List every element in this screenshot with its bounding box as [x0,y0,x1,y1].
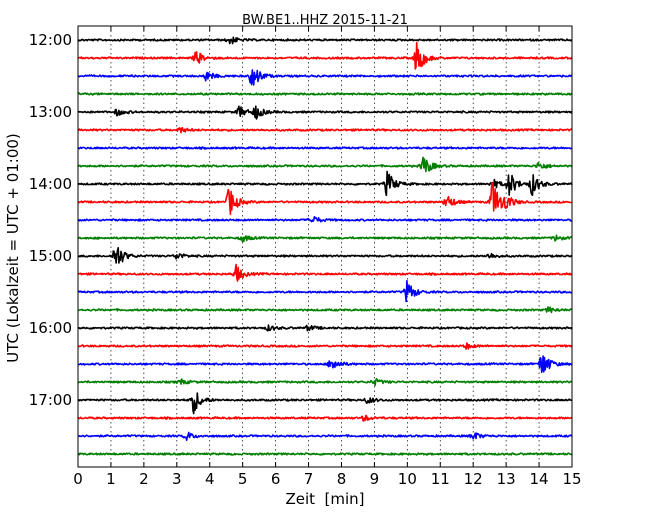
trace-line [77,156,573,173]
grid-lines [110,26,540,467]
x-tick-label: 3 [172,470,182,488]
x-tick-label: 1 [106,470,116,488]
trace-line [77,36,573,45]
x-tick-label: 7 [304,470,314,488]
trace-line [77,414,573,422]
y-tick-label: 17:00 [29,391,72,409]
trace-line [77,170,573,197]
x-tick-label: 10 [398,470,417,488]
x-tick-label: 5 [238,470,248,488]
trace-line [77,41,573,70]
x-tick-label: 14 [530,470,549,488]
y-tick-label: 14:00 [29,175,72,193]
y-tick-label: 13:00 [29,103,72,121]
x-tick-label: 13 [497,470,516,488]
trace-line [77,452,573,456]
chart-title: BW.BE1..HHZ 2015-11-21 [242,13,408,28]
trace-line [77,247,573,264]
x-axis-label: Zeit [min] [285,490,364,508]
trace-line [77,306,573,314]
trace-line [77,181,573,215]
trace-line [77,92,573,96]
trace-line [77,146,573,150]
y-tick-label: 12:00 [29,31,72,49]
y-tick-label: 15:00 [29,247,72,265]
trace-line [77,392,573,415]
x-tick-label: 0 [73,470,83,488]
trace-line [77,69,573,86]
y-tick-labels: 12:00 13:00 14:00 15:00 16:00 17:00 [29,31,72,409]
trace-line [77,216,573,223]
trace-line [77,342,573,350]
trace-lines [77,36,573,456]
trace-line [77,279,573,303]
x-tick-labels: 0 1 2 3 4 5 6 7 8 9 10 11 12 13 14 15 [73,470,581,488]
trace-line [77,431,573,442]
x-tick-label: 8 [337,470,347,488]
x-tick-label: 9 [370,470,380,488]
y-tick-label: 16:00 [29,319,72,337]
plot-frame [77,25,573,468]
x-tick-label: 4 [205,470,215,488]
trace-line [77,105,573,120]
x-tick-label: 15 [562,470,581,488]
y-axis-label: UTC (Lokalzeit = UTC + 01:00) [4,133,22,363]
x-tick-label: 11 [431,470,450,488]
axis-ticks [77,26,573,467]
trace-line [77,355,573,374]
trace-line [77,127,573,134]
trace-line [77,377,573,387]
trace-line [77,234,573,243]
x-tick-label: 6 [271,470,281,488]
trace-line [77,324,573,332]
x-tick-label: 12 [464,470,483,488]
x-tick-label: 2 [139,470,149,488]
trace-line [77,263,573,282]
